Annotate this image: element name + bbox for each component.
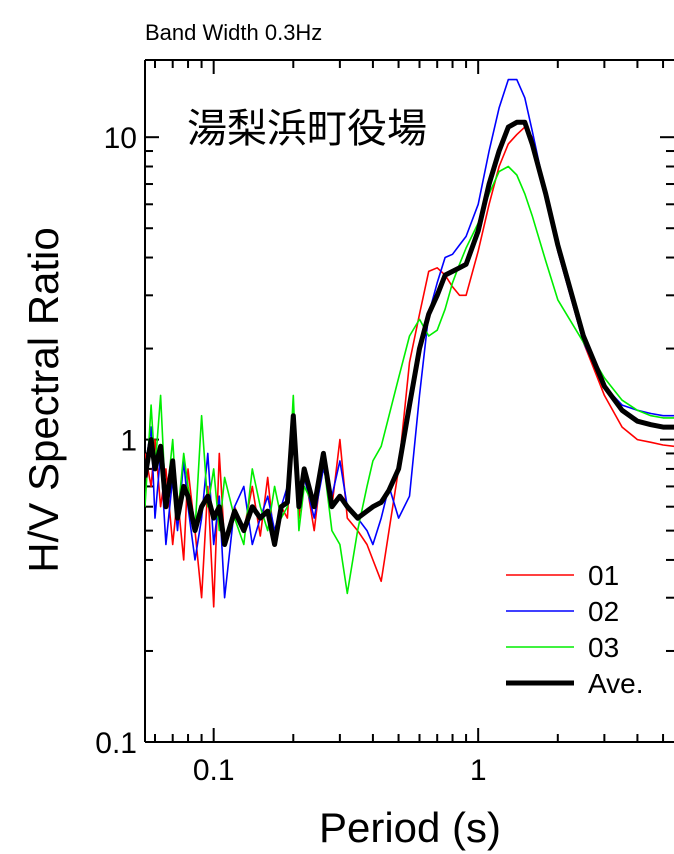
x-tick-label: 0.1 <box>193 754 235 787</box>
series-lines <box>145 78 674 608</box>
y-tick-label: 0.1 <box>95 727 137 760</box>
legend: 01 02 03 Ave. <box>506 560 644 699</box>
axis-ticks: 0.1 1 0.1 1 10 <box>95 60 674 787</box>
series-line-ave <box>145 119 674 547</box>
legend-label: 02 <box>588 596 619 627</box>
x-tick-label: 1 <box>470 754 487 787</box>
y-axis-label: H/V Spectral Ratio <box>20 227 67 572</box>
x-axis-label: Period (s) <box>319 804 501 851</box>
chart-title: 湯梨浜町役場 <box>187 107 427 151</box>
chart-subtitle: Band Width 0.3Hz <box>145 20 322 45</box>
plot-frame <box>144 59 674 743</box>
series-line-03 <box>145 165 674 595</box>
legend-label: 03 <box>588 632 619 663</box>
y-tick-label: 10 <box>104 122 137 155</box>
y-tick-label: 1 <box>120 425 137 458</box>
legend-label: 01 <box>588 560 619 591</box>
legend-label: Ave. <box>588 668 644 699</box>
